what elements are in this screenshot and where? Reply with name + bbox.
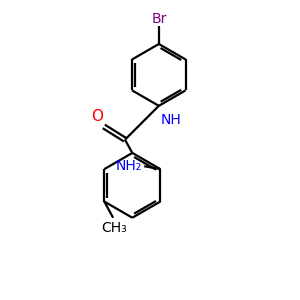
Text: CH₃: CH₃	[101, 221, 127, 235]
Text: Br: Br	[151, 12, 166, 26]
Text: NH: NH	[161, 113, 182, 127]
Text: O: O	[91, 109, 103, 124]
Text: NH₂: NH₂	[116, 159, 142, 173]
